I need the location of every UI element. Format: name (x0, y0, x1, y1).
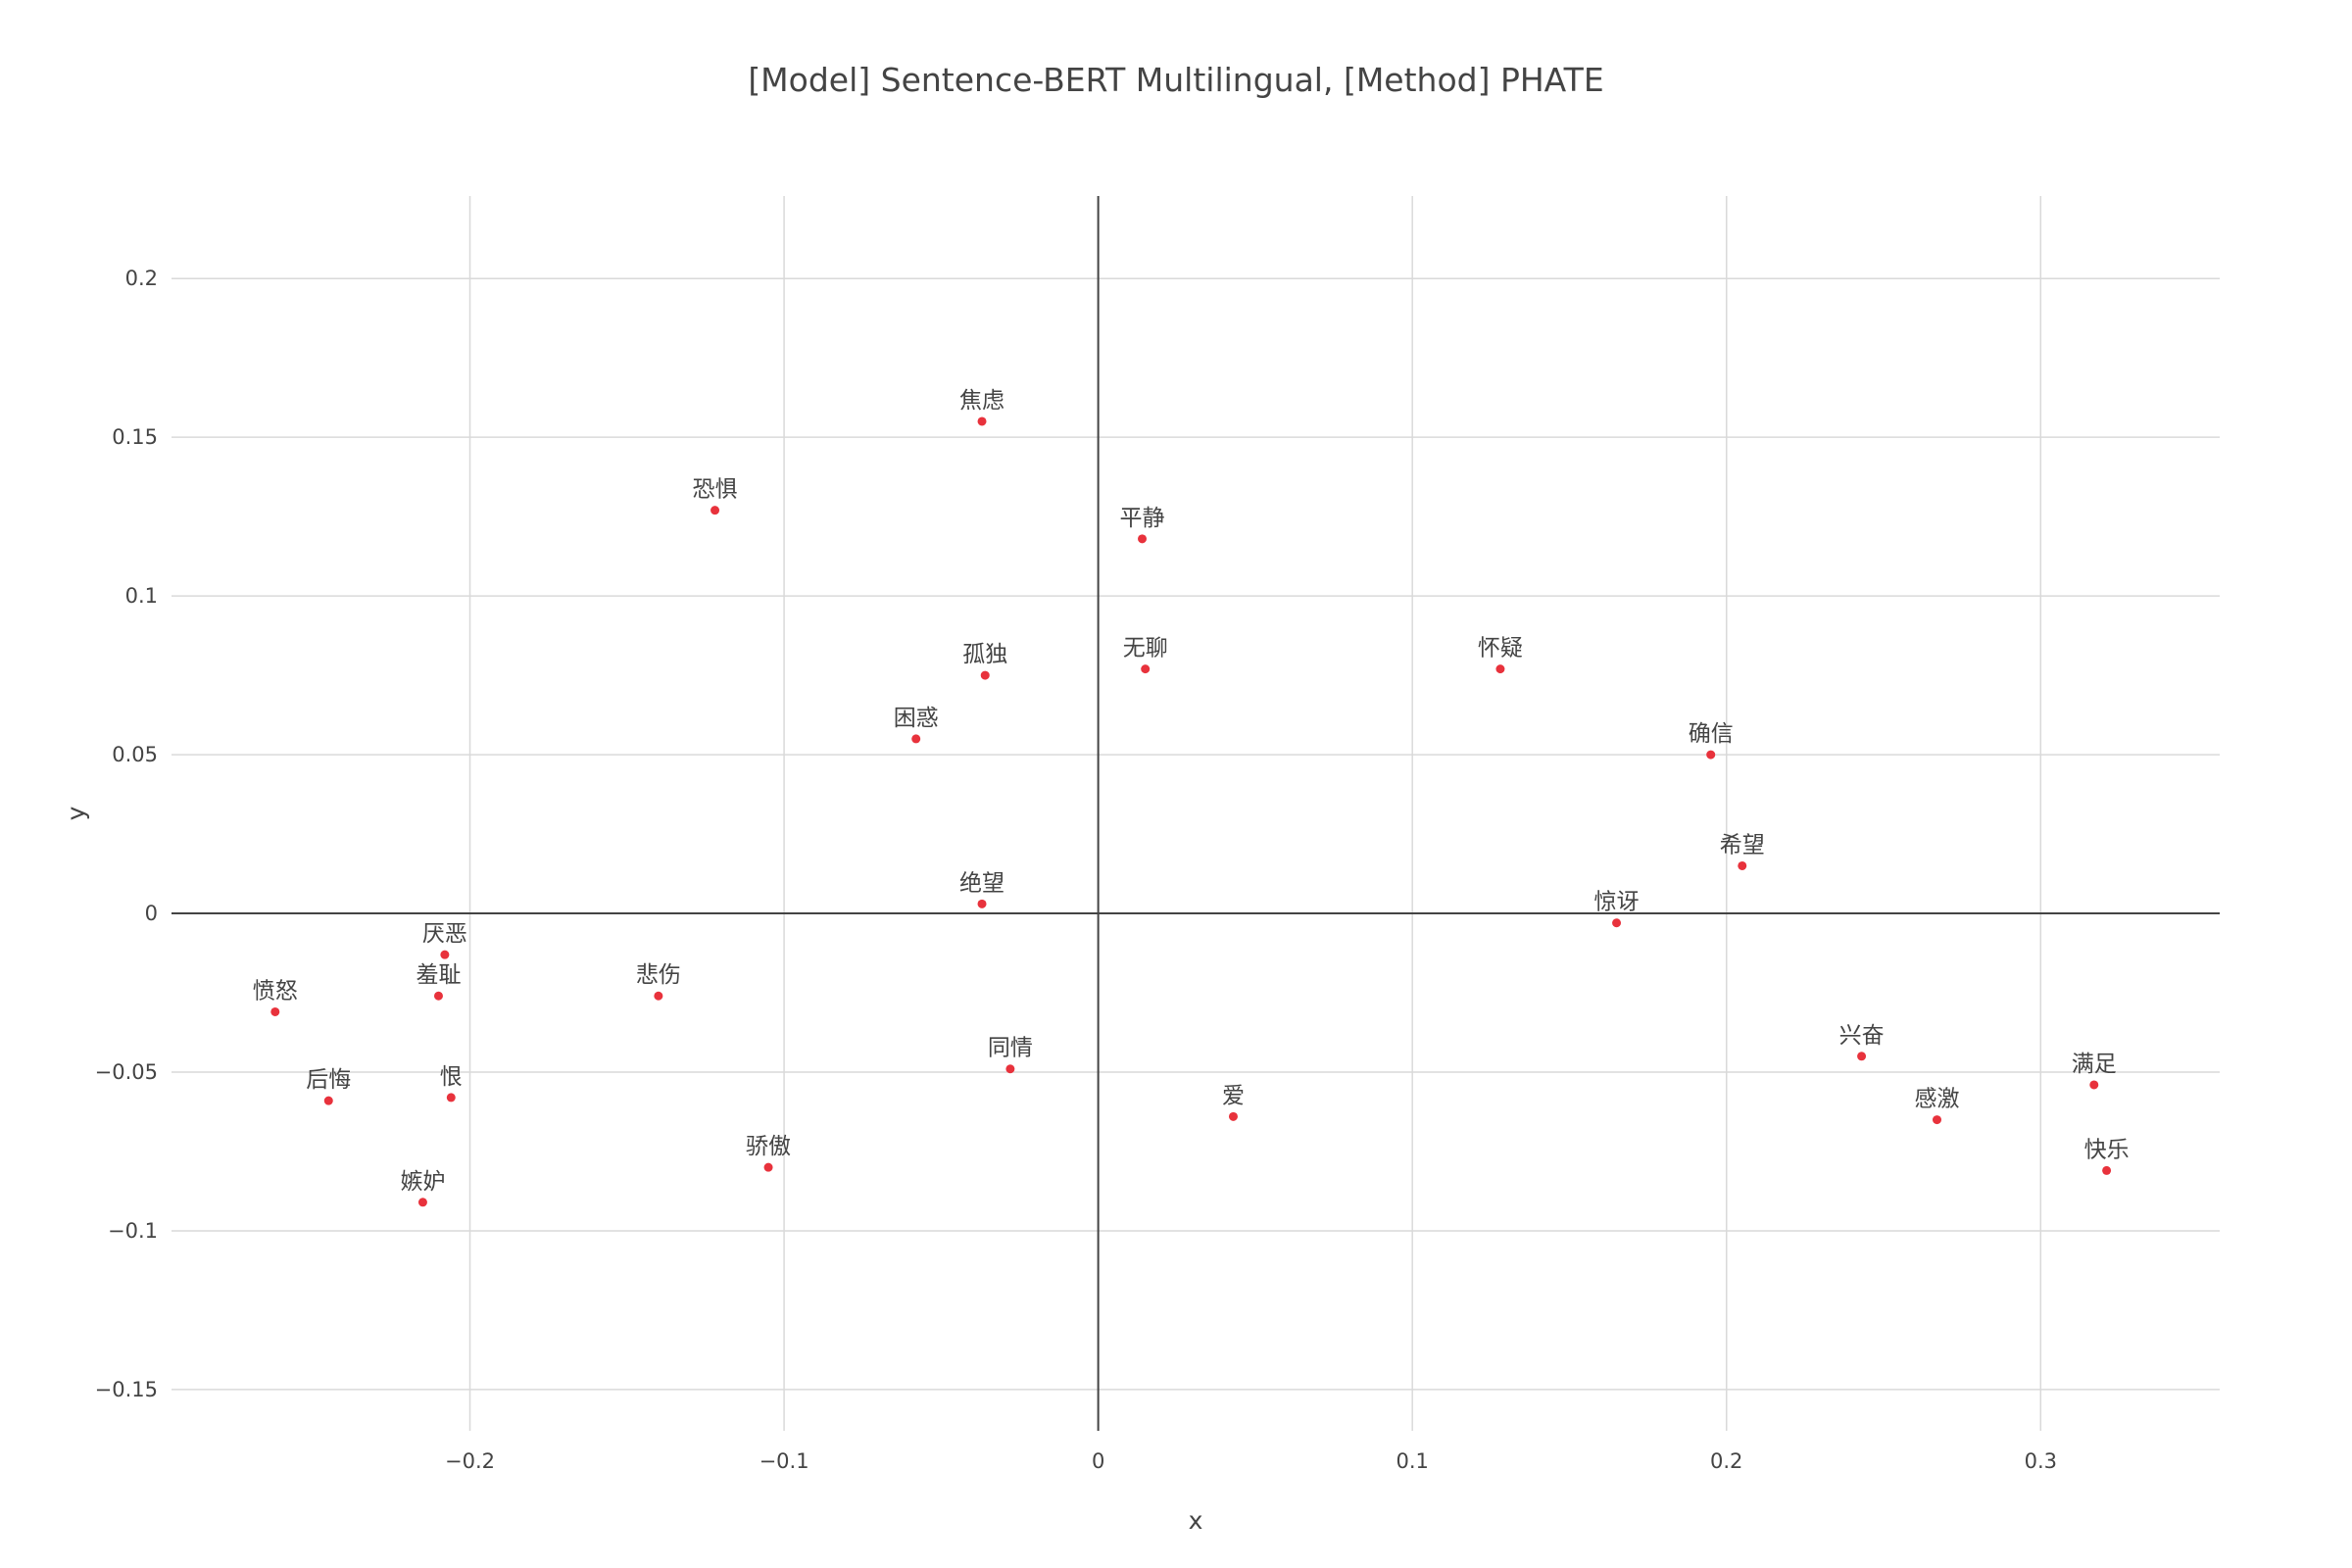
data-point-label: 悲伤 (636, 962, 681, 988)
data-point (270, 1006, 280, 1016)
data-point-label: 快乐 (2084, 1137, 2130, 1162)
points-layer (270, 416, 2112, 1207)
chart-title: [Model] Sentence-BERT Multilingual, [Met… (748, 61, 1604, 99)
data-point (1141, 664, 1151, 674)
data-point (1495, 664, 1505, 674)
data-point-label: 厌恶 (422, 921, 467, 947)
data-point (1612, 918, 1622, 928)
y-tick-label: 0.2 (125, 267, 158, 290)
data-point (446, 1093, 456, 1102)
data-point-label: 平静 (1120, 506, 1165, 531)
data-point (2089, 1080, 2099, 1090)
x-tick-label: 0.3 (2025, 1449, 2057, 1473)
data-point (323, 1096, 333, 1105)
y-tick-label: 0.1 (125, 584, 158, 608)
x-tick-label: −0.2 (445, 1449, 495, 1473)
data-point-label: 怀疑 (1478, 636, 1523, 662)
data-point (763, 1162, 773, 1172)
data-point-label: 希望 (1720, 832, 1765, 858)
data-point-label: 后悔 (306, 1067, 351, 1093)
data-point (911, 734, 921, 744)
data-point-label: 兴奋 (1839, 1023, 1885, 1049)
data-point-label: 同情 (988, 1036, 1033, 1061)
data-point-label: 满足 (2072, 1052, 2117, 1077)
data-point-label: 嫉妒 (400, 1169, 445, 1195)
data-point-label: 困惑 (894, 706, 939, 731)
y-tick-label: 0.15 (112, 425, 158, 449)
tick-labels: −0.2 −0.1 0 0.1 0.2 0.3 −0.15 −0.1 −0.05 0 0.05 0.1… (95, 267, 2057, 1473)
data-point (977, 899, 987, 908)
y-axis-title: y (62, 806, 90, 820)
data-point (440, 950, 450, 959)
x-tick-label: −0.1 (760, 1449, 809, 1473)
data-point-label: 惊讶 (1594, 890, 1640, 915)
data-point (980, 670, 990, 680)
data-point-label: 骄傲 (746, 1134, 791, 1159)
data-point-label: 愤怒 (253, 978, 298, 1004)
data-point-label: 焦虑 (959, 388, 1004, 414)
y-tick-label: −0.05 (95, 1060, 158, 1084)
data-point (1228, 1111, 1238, 1121)
data-point (654, 991, 663, 1001)
grid-layer (172, 196, 2220, 1431)
data-point (1933, 1115, 1942, 1125)
data-point-label: 恨 (440, 1064, 463, 1090)
y-tick-label: −0.15 (95, 1378, 158, 1401)
x-axis-title: x (1189, 1506, 1203, 1535)
y-tick-label: 0 (145, 902, 158, 925)
x-tick-label: 0 (1092, 1449, 1104, 1473)
data-point-label: 感激 (1915, 1087, 1960, 1112)
data-point (1005, 1064, 1015, 1074)
zero-lines (172, 196, 2220, 1431)
data-point (1138, 534, 1148, 544)
data-point (710, 506, 720, 515)
data-point-label: 孤独 (962, 642, 1007, 667)
data-point (1706, 750, 1716, 760)
x-tick-label: 0.2 (1710, 1449, 1742, 1473)
y-tick-label: −0.1 (108, 1219, 158, 1243)
data-point (433, 991, 443, 1001)
data-point (1738, 860, 1747, 870)
data-point-label: 恐惧 (693, 477, 738, 503)
y-tick-label: 0.05 (112, 743, 158, 766)
data-point-label: 羞耻 (416, 962, 461, 988)
data-point-label: 无聊 (1123, 636, 1168, 662)
data-point (1857, 1052, 1867, 1061)
data-point-label: 确信 (1689, 721, 1734, 747)
data-point-label: 爱 (1222, 1083, 1245, 1108)
data-point-label: 绝望 (959, 870, 1004, 896)
data-point (977, 416, 987, 426)
x-tick-label: 0.1 (1396, 1449, 1428, 1473)
data-point (2102, 1165, 2112, 1175)
data-point (417, 1198, 427, 1207)
